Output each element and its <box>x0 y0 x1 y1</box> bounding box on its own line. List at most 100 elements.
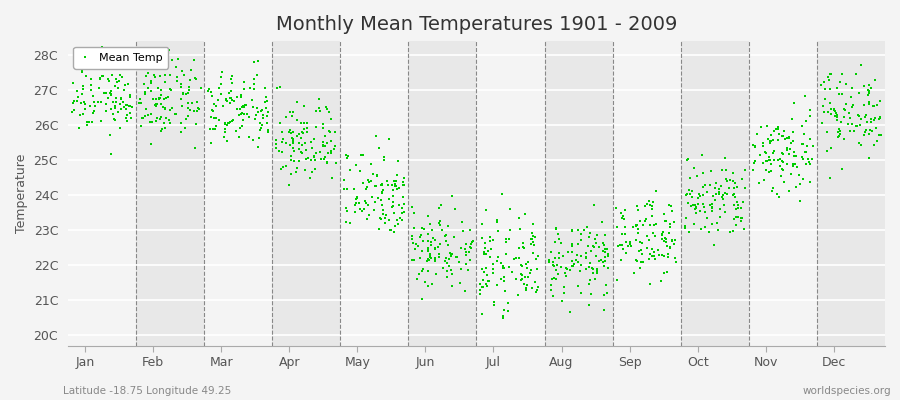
Mean Temp <box>163 120 177 126</box>
Mean Temp <box>752 180 766 186</box>
Mean Temp <box>779 160 794 167</box>
Mean Temp <box>831 114 845 121</box>
Mean Temp <box>454 266 468 272</box>
Bar <box>476 41 544 346</box>
Mean Temp <box>590 266 604 273</box>
Mean Temp <box>149 101 164 108</box>
Mean Temp <box>94 45 109 52</box>
Mean Temp <box>842 115 857 121</box>
Mean Temp <box>573 268 588 274</box>
Mean Temp <box>759 158 773 164</box>
Mean Temp <box>109 75 123 82</box>
Mean Temp <box>459 252 473 258</box>
Mean Temp <box>156 104 170 110</box>
Mean Temp <box>774 166 788 172</box>
Mean Temp <box>423 220 437 227</box>
Mean Temp <box>139 106 153 112</box>
Mean Temp <box>635 258 650 265</box>
Mean Temp <box>140 112 155 118</box>
Mean Temp <box>159 95 174 101</box>
Mean Temp <box>712 214 726 220</box>
Mean Temp <box>853 142 868 149</box>
Mean Temp <box>656 238 670 244</box>
Mean Temp <box>391 186 405 193</box>
Mean Temp <box>682 175 697 181</box>
Mean Temp <box>644 222 658 228</box>
Mean Temp <box>86 110 100 116</box>
Mean Temp <box>683 190 698 197</box>
Mean Temp <box>497 264 511 271</box>
Mean Temp <box>554 264 568 270</box>
Mean Temp <box>824 71 838 77</box>
Mean Temp <box>688 205 703 211</box>
Mean Temp <box>428 258 442 264</box>
Mean Temp <box>834 166 849 172</box>
Mean Temp <box>276 164 291 170</box>
Mean Temp <box>118 82 132 88</box>
Mean Temp <box>236 116 250 123</box>
Mean Temp <box>756 143 770 149</box>
Mean Temp <box>873 114 887 120</box>
Mean Temp <box>548 255 562 262</box>
Mean Temp <box>454 245 469 251</box>
Mean Temp <box>833 130 848 137</box>
Mean Temp <box>323 116 338 122</box>
Mean Temp <box>385 204 400 210</box>
Mean Temp <box>77 60 92 66</box>
Mean Temp <box>216 103 230 109</box>
Mean Temp <box>286 109 301 115</box>
Mean Temp <box>698 224 712 230</box>
Mean Temp <box>122 62 136 68</box>
Mean Temp <box>84 82 98 88</box>
Mean Temp <box>446 283 460 289</box>
Mean Temp <box>516 239 530 246</box>
Mean Temp <box>349 194 364 201</box>
Mean Temp <box>860 127 874 133</box>
Mean Temp <box>123 94 138 101</box>
Mean Temp <box>320 160 334 167</box>
Mean Temp <box>214 91 229 98</box>
Mean Temp <box>207 101 221 108</box>
Mean Temp <box>788 161 803 167</box>
Mean Temp <box>157 120 171 126</box>
Mean Temp <box>292 131 306 137</box>
Mean Temp <box>486 237 500 243</box>
Mean Temp <box>472 286 487 293</box>
Mean Temp <box>445 267 459 274</box>
Mean Temp <box>108 83 122 89</box>
Mean Temp <box>261 129 275 135</box>
Mean Temp <box>705 221 719 227</box>
Mean Temp <box>784 171 798 178</box>
Mean Temp <box>707 185 722 191</box>
Mean Temp <box>711 190 725 197</box>
Mean Temp <box>723 229 737 236</box>
Mean Temp <box>73 112 87 119</box>
Mean Temp <box>548 226 562 232</box>
Mean Temp <box>655 231 670 237</box>
Mean Temp <box>696 184 710 190</box>
Mean Temp <box>407 225 421 232</box>
Mean Temp <box>565 249 580 256</box>
Mean Temp <box>250 105 265 111</box>
Mean Temp <box>396 178 410 185</box>
Mean Temp <box>854 116 868 122</box>
Mean Temp <box>348 200 363 207</box>
Mean Temp <box>586 266 600 272</box>
Mean Temp <box>302 175 317 181</box>
Mean Temp <box>410 243 425 250</box>
Mean Temp <box>274 166 288 172</box>
Mean Temp <box>299 155 313 162</box>
Mean Temp <box>802 159 816 165</box>
Mean Temp <box>423 254 437 261</box>
Mean Temp <box>654 236 669 242</box>
Mean Temp <box>737 166 751 173</box>
Mean Temp <box>117 104 131 110</box>
Mean Temp <box>203 125 218 132</box>
Mean Temp <box>734 218 749 224</box>
Mean Temp <box>150 84 165 91</box>
Mean Temp <box>148 102 162 108</box>
Mean Temp <box>475 284 490 290</box>
Mean Temp <box>616 231 630 238</box>
Mean Temp <box>167 111 182 117</box>
Mean Temp <box>796 141 810 148</box>
